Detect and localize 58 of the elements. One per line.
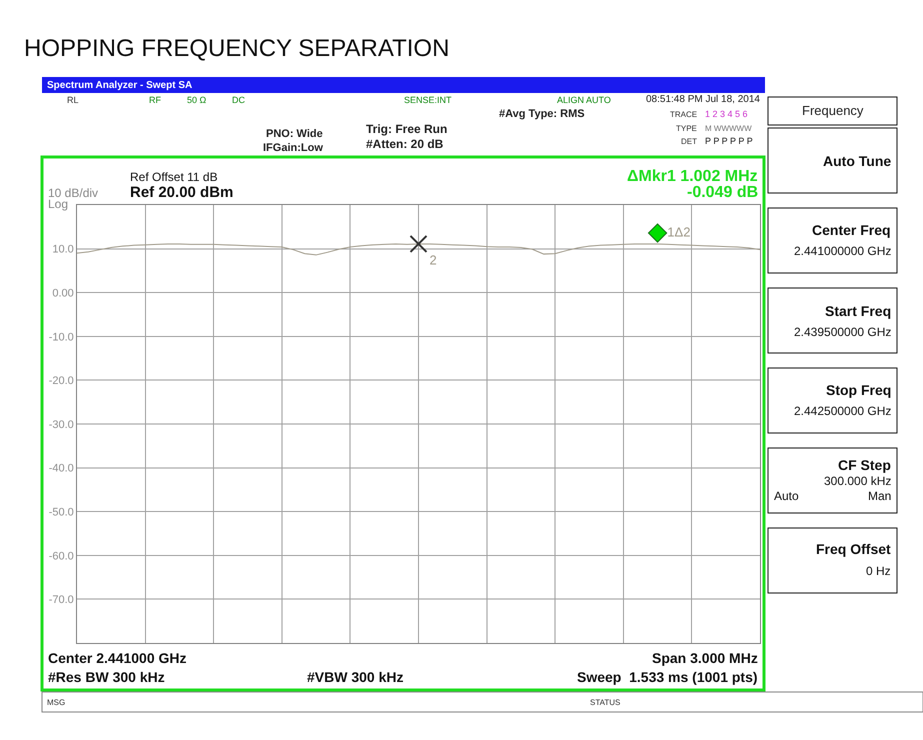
text: MSG: [47, 698, 66, 707]
text: ΔMkr1 1.002 MHz: [627, 168, 758, 185]
text: 2.441000000 GHz: [794, 244, 892, 258]
text: TRACE: [670, 110, 698, 119]
y-tick-label: -30.0: [48, 418, 74, 431]
text: 1 2 3 4 5 6: [705, 109, 748, 119]
text: IFGain:Low: [263, 142, 324, 154]
text: Log: [48, 197, 68, 211]
text: 300.000 kHz: [824, 474, 892, 488]
text: M WWWWW: [705, 124, 752, 133]
text: #VBW 300 kHz: [307, 669, 404, 685]
y-tick-label: -40.0: [48, 462, 74, 475]
text: RF: [149, 95, 162, 105]
y-tick-label: -60.0: [48, 550, 74, 562]
y-tick-label: 10.0: [52, 244, 74, 256]
y-tick-label: -10.0: [48, 331, 74, 344]
y-tick-label: 0.00: [52, 287, 74, 300]
text: 0 Hz: [866, 564, 891, 578]
text: Auto: [774, 489, 800, 503]
y-tick-label: -20.0: [48, 375, 74, 388]
text: Man: [868, 489, 892, 503]
text: Auto Tune: [823, 153, 892, 169]
text: 50 Ω: [187, 95, 207, 105]
y-tick-label: -70.0: [48, 594, 74, 606]
series-label: 1Δ2: [667, 224, 690, 240]
text: P P P P P P: [705, 136, 753, 146]
text: Span 3.000 MHz: [652, 650, 758, 666]
text: Stop Freq: [826, 382, 892, 398]
text: DC: [232, 95, 246, 105]
text: Trig: Free Run: [366, 122, 448, 136]
text: 2.439500000 GHz: [794, 325, 892, 339]
text: Sweep 1.533 ms (1001 pts): [577, 669, 758, 685]
y-axis-title: 10 dB/div: [48, 186, 98, 200]
text: Start Freq: [825, 303, 892, 319]
text: Freq Offset: [816, 541, 892, 557]
text: Ref 20.00 dBm: [130, 184, 234, 201]
text: RL: [67, 95, 79, 105]
text: Ref Offset 11 dB: [130, 170, 218, 184]
text: 08:51:48 PM Jul 18, 2014: [646, 94, 760, 105]
text: PNO: Wide: [266, 128, 323, 140]
text: SENSE:INT: [404, 95, 452, 105]
text: 2.442500000 GHz: [794, 404, 892, 418]
text: #Atten: 20 dB: [366, 137, 444, 151]
text: #Res BW 300 kHz: [48, 669, 165, 685]
text: ALIGN AUTO: [557, 95, 611, 105]
series-label: 2: [430, 252, 437, 268]
text: Spectrum Analyzer - Swept SA: [47, 80, 192, 91]
text: STATUS: [590, 698, 620, 707]
text: CF Step: [838, 457, 891, 473]
chart-title: HOPPING FREQUENCY SEPARATION: [24, 35, 450, 62]
y-tick-label: -50.0: [48, 506, 74, 518]
text: -0.049 dB: [687, 184, 758, 201]
text: Center 2.441000 GHz: [48, 650, 187, 666]
text: Center Freq: [812, 222, 891, 238]
text: Frequency: [802, 103, 864, 118]
text: #Avg Type: RMS: [499, 108, 585, 120]
text: DET: [681, 137, 698, 146]
text: TYPE: [676, 124, 697, 133]
